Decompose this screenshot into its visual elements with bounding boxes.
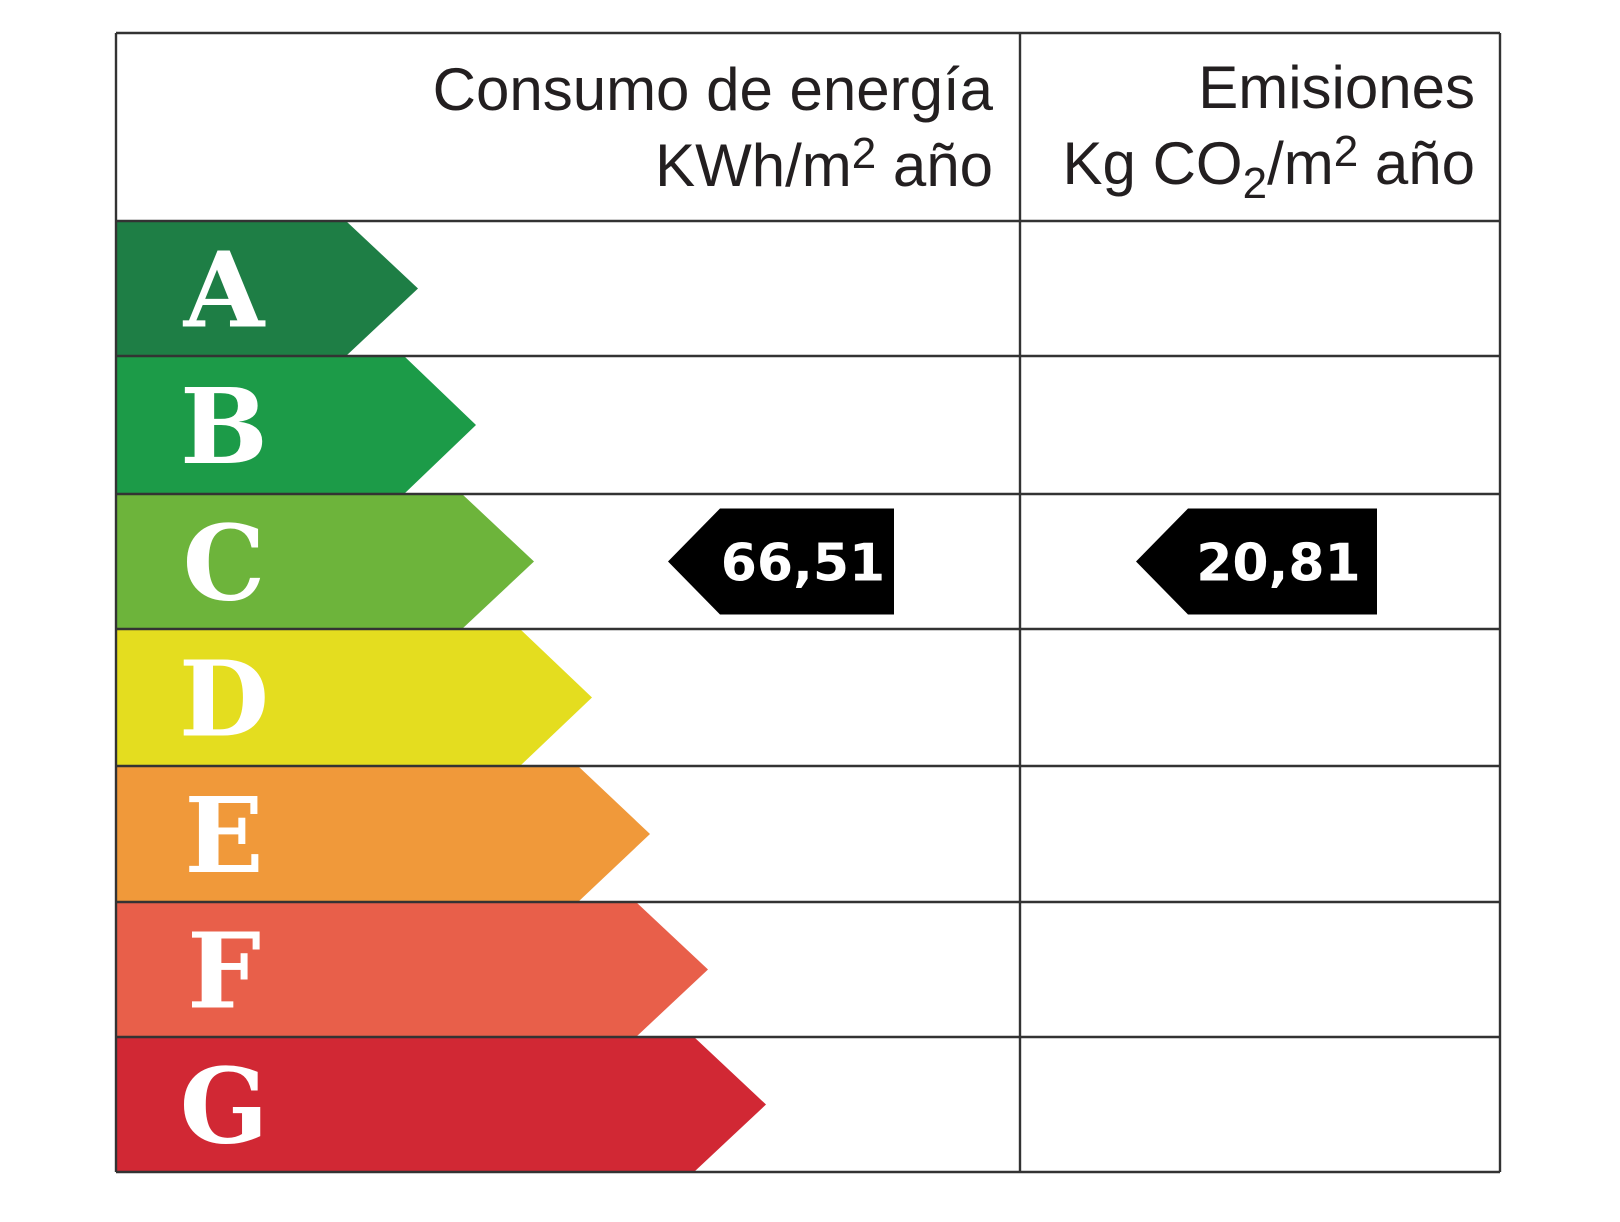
grade-letter-f: F [187,910,261,1033]
grade-letter-d: D [179,638,269,761]
grade-arrow-d [116,629,592,766]
grade-arrow-e [116,766,650,902]
energy-header-title: Consumo de energía [432,56,993,123]
grade-bar-f: F [116,902,708,1037]
emissions-marker-arrow [1136,508,1377,615]
grade-arrow-c [116,494,534,629]
grade-arrow-b [116,356,476,494]
grade-bar-c: C [116,494,534,629]
grade-bar-a: A [116,221,418,356]
grade-bar-e: E [116,766,650,902]
energy-header-unit: KWh/m2 año [655,129,993,200]
grade-letter-a: A [183,229,266,352]
grade-bar-b: B [116,356,476,494]
grade-letter-b: B [180,365,268,488]
grade-bar-g: G [116,1037,766,1172]
grade-letter-e: E [184,774,263,897]
energy-marker-value: 66,51 [721,534,885,594]
rating-markers: 66,51 20,81 [668,508,1377,615]
emissions-marker-value: 20,81 [1196,534,1360,594]
grade-letter-g: G [180,1045,269,1168]
grade-arrow-f [116,902,708,1037]
grade-arrow-g [116,1037,766,1172]
energy-marker-arrow [668,508,894,615]
grade-arrow-a [116,221,418,356]
emissions-header-unit: Kg CO2/m2 año [1062,127,1475,208]
emissions-rating-marker: 20,81 [1136,508,1377,615]
table-grid [114,31,1502,1174]
energy-consumption-header: Consumo de energía KWh/m2 año [433,52,993,204]
emissions-header-title: Emisiones [1198,54,1475,121]
energy-rating-marker: 66,51 [668,508,894,615]
grade-bar-d: D [116,629,592,766]
grade-letter-c: C [183,502,266,625]
emissions-header: Emisiones Kg CO2/m2 año [1062,50,1475,208]
